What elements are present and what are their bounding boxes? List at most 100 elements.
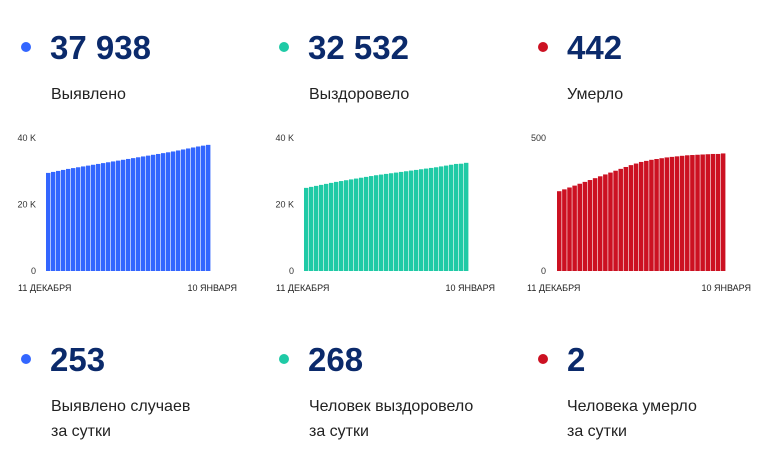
- bar: [654, 159, 659, 271]
- bar: [304, 187, 309, 272]
- bar: [705, 154, 711, 271]
- bar: [181, 149, 186, 271]
- bar: [171, 151, 176, 271]
- detected-daily-label-1: Выявлено случаев: [51, 398, 191, 415]
- bar: [126, 158, 131, 271]
- bar: [146, 155, 151, 271]
- bar: [101, 163, 106, 271]
- bar: [71, 168, 76, 271]
- detected-chart: 0 20 K 40 K 11 ДЕКАБРЯ 10 ЯНВАРЯ: [0, 125, 250, 300]
- bar: [628, 165, 634, 271]
- bar: [419, 169, 424, 271]
- bar: [582, 181, 588, 271]
- bar: [685, 155, 690, 271]
- bar: [633, 163, 639, 271]
- recovered-daily: 268: [308, 341, 364, 378]
- bar: [695, 154, 700, 271]
- bar: [191, 147, 196, 271]
- bar: [374, 175, 379, 271]
- bar: [379, 174, 384, 271]
- recovered-total-label: Выздоровело: [309, 86, 410, 103]
- bar: [603, 174, 608, 271]
- deaths-daily: 2: [567, 341, 586, 378]
- recovered-total: 32 532: [308, 29, 409, 66]
- bar: [720, 153, 726, 271]
- bar: [156, 153, 161, 271]
- bar: [76, 167, 81, 271]
- bar: [679, 155, 685, 271]
- bar: [51, 171, 56, 271]
- deaths-daily-label-1: Человека умерло: [567, 398, 697, 415]
- bar: [61, 169, 66, 271]
- bar: [66, 168, 71, 271]
- deaths-daily-label-2: за сутки: [567, 423, 627, 440]
- panel-deaths: 442 Умерло 0 500 11 ДЕКАБРЯ 10 ЯНВАРЯ 2 Чел…: [515, 0, 765, 464]
- bar: [459, 163, 464, 271]
- bar: [429, 167, 434, 271]
- bar: [608, 172, 613, 271]
- bar: [434, 167, 439, 271]
- bar: [715, 153, 721, 271]
- bar: [151, 154, 156, 271]
- bar: [409, 170, 414, 271]
- bar: [319, 184, 324, 271]
- y-tick-label: 0: [31, 266, 36, 276]
- bar: [349, 179, 354, 271]
- bar: [136, 157, 141, 271]
- bar: [369, 176, 374, 271]
- bar: [384, 173, 389, 271]
- x-start-label: 11 ДЕКАБРЯ: [527, 283, 580, 293]
- bar: [710, 153, 716, 271]
- bar: [121, 159, 126, 271]
- bar: [404, 171, 409, 271]
- bar: [86, 165, 91, 271]
- bar: [649, 159, 654, 271]
- y-tick-label: 0: [541, 266, 546, 276]
- bar: [131, 158, 136, 271]
- recovered-dot: [279, 42, 289, 52]
- bar: [324, 183, 329, 271]
- bar: [96, 163, 101, 271]
- bar: [638, 161, 644, 271]
- bar: [106, 162, 111, 271]
- bar: [111, 161, 116, 271]
- bar: [557, 191, 562, 271]
- bar: [454, 163, 459, 271]
- bar: [664, 157, 670, 271]
- bar: [186, 148, 191, 271]
- bar: [449, 164, 454, 271]
- deaths-total-label: Умерло: [567, 86, 624, 103]
- bar: [597, 176, 603, 271]
- x-start-label: 11 ДЕКАБРЯ: [276, 283, 329, 293]
- bar: [464, 162, 469, 271]
- bar: [161, 153, 166, 271]
- deaths-dot: [538, 42, 548, 52]
- bar: [644, 160, 649, 271]
- x-end-label: 10 ЯНВАРЯ: [187, 283, 237, 293]
- bar: [690, 155, 695, 271]
- detected-dot: [21, 42, 31, 52]
- deaths-daily-dot: [538, 354, 548, 364]
- bar: [206, 144, 211, 271]
- bar: [669, 156, 675, 271]
- x-end-label: 10 ЯНВАРЯ: [445, 283, 495, 293]
- bar: [439, 166, 444, 271]
- bar: [339, 181, 344, 271]
- deaths-total: 442: [567, 29, 623, 66]
- y-tick-label: 500: [531, 133, 546, 143]
- bar: [618, 168, 623, 271]
- bar: [329, 182, 334, 271]
- detected-total-label: Выявлено: [51, 86, 126, 103]
- y-tick-label: 0: [289, 266, 294, 276]
- recovered-daily-dot: [279, 354, 289, 364]
- bar: [572, 185, 577, 271]
- bar: [389, 173, 394, 271]
- bar: [141, 156, 146, 271]
- bar: [674, 156, 680, 271]
- bar: [116, 160, 121, 271]
- bar: [81, 166, 86, 271]
- deaths-chart: 0 500 11 ДЕКАБРЯ 10 ЯНВАРЯ: [515, 125, 765, 300]
- detected-daily-dot: [21, 354, 31, 364]
- y-tick-label: 40 K: [275, 133, 294, 143]
- bar: [201, 145, 206, 271]
